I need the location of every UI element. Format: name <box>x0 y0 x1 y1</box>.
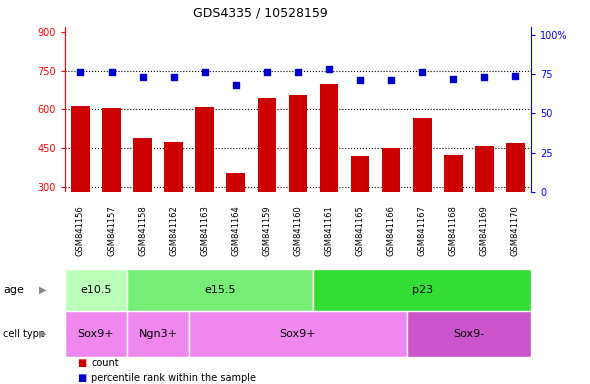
Text: Sox9+: Sox9+ <box>78 329 114 339</box>
Point <box>200 70 209 76</box>
Point <box>107 70 116 76</box>
Point <box>169 74 178 80</box>
Text: GSM841159: GSM841159 <box>263 205 271 256</box>
Bar <box>289 95 307 264</box>
Bar <box>65 311 127 357</box>
Bar <box>165 142 183 264</box>
Text: GSM841165: GSM841165 <box>356 205 365 256</box>
Point <box>76 70 85 76</box>
Text: ■: ■ <box>77 358 86 368</box>
Point <box>262 70 271 76</box>
Point <box>293 70 303 76</box>
Text: GSM841158: GSM841158 <box>138 205 147 256</box>
Bar <box>195 108 214 264</box>
Text: Ngn3+: Ngn3+ <box>139 329 178 339</box>
Text: GSM841169: GSM841169 <box>480 205 489 256</box>
Text: Sox9+: Sox9+ <box>280 329 316 339</box>
Text: GSM841160: GSM841160 <box>293 205 303 256</box>
Text: GSM841167: GSM841167 <box>418 205 427 256</box>
Bar <box>407 311 531 357</box>
Point <box>448 76 458 82</box>
Point <box>355 77 365 83</box>
Bar <box>320 84 338 264</box>
Text: GSM841163: GSM841163 <box>200 205 209 256</box>
Bar <box>413 119 431 264</box>
Text: ■: ■ <box>77 373 86 383</box>
Bar <box>227 173 245 264</box>
Bar <box>133 138 152 264</box>
Bar <box>475 146 494 264</box>
Text: GSM841162: GSM841162 <box>169 205 178 256</box>
Bar <box>351 156 369 264</box>
Bar <box>65 269 127 311</box>
Bar <box>313 269 531 311</box>
Point <box>418 70 427 76</box>
Bar <box>382 148 401 264</box>
Text: GSM841156: GSM841156 <box>76 205 85 256</box>
Text: age: age <box>3 285 24 295</box>
Text: cell type: cell type <box>3 329 45 339</box>
Text: GDS4335 / 10528159: GDS4335 / 10528159 <box>194 6 328 19</box>
Point <box>386 77 396 83</box>
Text: ▶: ▶ <box>39 285 46 295</box>
Text: percentile rank within the sample: percentile rank within the sample <box>91 373 257 383</box>
Point <box>231 82 241 88</box>
Point <box>138 74 148 80</box>
Text: GSM841161: GSM841161 <box>324 205 333 256</box>
Text: GSM841170: GSM841170 <box>511 205 520 256</box>
Bar <box>189 311 407 357</box>
Point <box>480 74 489 80</box>
Text: GSM841168: GSM841168 <box>449 205 458 256</box>
Bar <box>127 269 313 311</box>
Bar <box>258 98 276 264</box>
Text: GSM841164: GSM841164 <box>231 205 240 256</box>
Point <box>511 73 520 79</box>
Text: count: count <box>91 358 119 368</box>
Bar <box>444 155 463 264</box>
Text: GSM841157: GSM841157 <box>107 205 116 256</box>
Bar <box>71 106 90 264</box>
Text: ▶: ▶ <box>39 329 46 339</box>
Bar <box>102 108 121 264</box>
Text: e10.5: e10.5 <box>80 285 112 295</box>
Text: Sox9-: Sox9- <box>453 329 484 339</box>
Text: p23: p23 <box>412 285 433 295</box>
Bar <box>127 311 189 357</box>
Bar <box>506 143 525 264</box>
Point <box>324 66 334 73</box>
Text: GSM841166: GSM841166 <box>386 205 396 256</box>
Text: e15.5: e15.5 <box>205 285 236 295</box>
